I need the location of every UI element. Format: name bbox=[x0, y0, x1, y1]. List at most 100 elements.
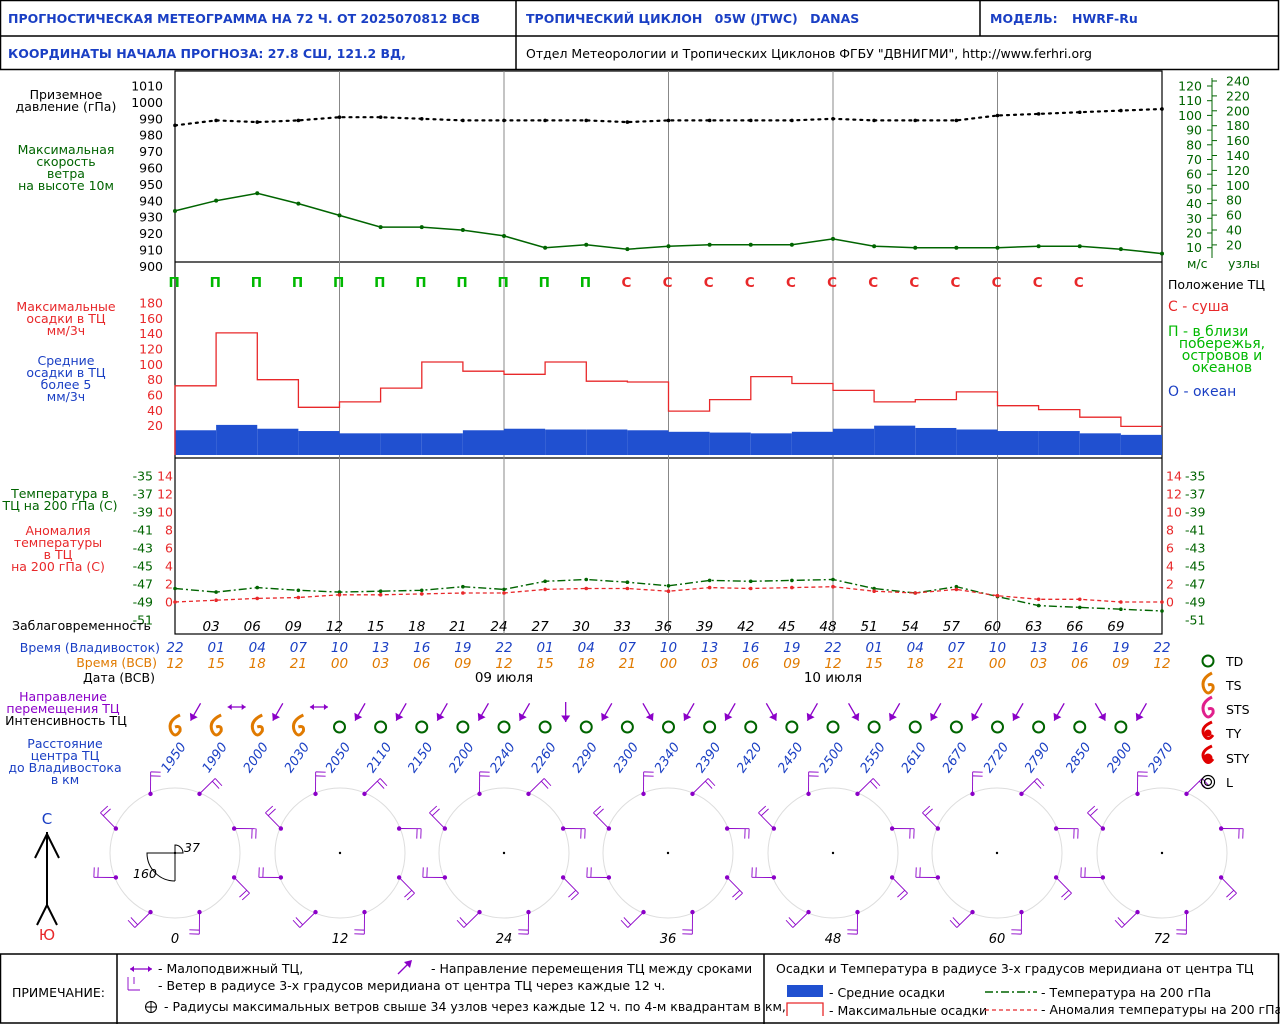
intensity-td-symbol bbox=[579, 720, 593, 734]
wind-barb-feather bbox=[1114, 919, 1123, 928]
time-vladivostok: 19 bbox=[454, 640, 471, 656]
lead-time-label: 12 bbox=[326, 619, 343, 635]
movement-arrow bbox=[1094, 703, 1106, 721]
anom200-point bbox=[913, 591, 918, 595]
time-vsv: 21 bbox=[619, 656, 636, 672]
temp-tick: -49 bbox=[133, 595, 153, 610]
avg-precip-bar bbox=[750, 433, 792, 455]
pressure-point bbox=[255, 120, 260, 124]
wind-barb-station bbox=[113, 875, 119, 880]
movement-arrow-head bbox=[477, 712, 486, 721]
distance-km: 2970 bbox=[1145, 740, 1176, 776]
temp-tick-right: -41 bbox=[1185, 523, 1205, 538]
position-code: С bbox=[992, 275, 1002, 291]
temp200-point bbox=[296, 588, 301, 593]
movement-arrow-head bbox=[436, 712, 445, 721]
wind-barb-shaft bbox=[758, 812, 775, 829]
radius-hour-label: 36 bbox=[660, 932, 677, 947]
wind-barb-shaft bbox=[562, 877, 579, 894]
legend-avg-precip-swatch bbox=[787, 985, 823, 997]
pressure-point bbox=[995, 113, 1000, 118]
radius-quadrant-sw bbox=[146, 852, 176, 882]
distance-km: 2790 bbox=[1022, 740, 1053, 776]
wind-barb-feather bbox=[406, 892, 415, 901]
wind-barb-feather bbox=[459, 917, 468, 926]
wind-point bbox=[789, 242, 794, 247]
wind-barb-shaft bbox=[233, 877, 250, 894]
wind-label: Максимальная bbox=[18, 142, 115, 157]
temp200-point bbox=[831, 577, 835, 582]
time-vladivostok: 13 bbox=[701, 640, 718, 656]
temp-tick-right: -47 bbox=[1185, 577, 1205, 592]
wind-barb-feather bbox=[707, 778, 716, 787]
wind-barb-shaft bbox=[100, 812, 117, 829]
avg-precip-bar bbox=[627, 430, 669, 455]
anom-label: в ТЦ bbox=[44, 547, 73, 562]
wind-barb-feather bbox=[376, 780, 385, 789]
avg-precip-bar bbox=[1038, 431, 1080, 455]
wind-kt-tick: 100 bbox=[1226, 178, 1250, 193]
distance-km: 2030 bbox=[282, 740, 313, 776]
intensity-td-symbol bbox=[662, 720, 675, 734]
wind-barb-shaft bbox=[922, 812, 939, 829]
position-code: С bbox=[622, 275, 632, 291]
pressure-point bbox=[954, 118, 959, 123]
anom-tick-right: 0 bbox=[1166, 595, 1174, 610]
radius-hour-label: 60 bbox=[989, 932, 1006, 947]
cyclone-label: ТРОПИЧЕСКИЙ ЦИКЛОН bbox=[526, 11, 702, 26]
pressure-point bbox=[913, 118, 918, 123]
wind-barb-feather bbox=[593, 805, 602, 814]
intensity-ts-symbol bbox=[291, 713, 306, 737]
time-vsv: 03 bbox=[1030, 656, 1047, 672]
wind-point bbox=[543, 245, 548, 250]
wind-ms-tick: 60 bbox=[1186, 167, 1202, 182]
intensity-label: Интенсивность ТЦ bbox=[5, 713, 127, 728]
pressure-point bbox=[748, 118, 753, 123]
radius-center bbox=[666, 851, 670, 855]
wind-radius-plot: 36 bbox=[586, 771, 750, 947]
distance-km: 2300 bbox=[611, 740, 642, 776]
distance-km: 2720 bbox=[981, 740, 1012, 776]
wind-point bbox=[913, 245, 918, 250]
wind-ms-tick: 100 bbox=[1178, 108, 1202, 123]
wind-barb-feather bbox=[540, 780, 549, 789]
wind-point bbox=[1036, 244, 1041, 249]
movement-arrow bbox=[601, 703, 613, 721]
wind-barb-shaft bbox=[429, 812, 446, 829]
position-code: П bbox=[415, 275, 426, 291]
anom-tick: 0 bbox=[165, 595, 173, 610]
pressure-tick: 1000 bbox=[131, 95, 163, 110]
pressure-tick: 970 bbox=[139, 144, 163, 159]
wind-barb-feather bbox=[214, 778, 223, 787]
movement-arrow bbox=[1012, 703, 1024, 721]
radius-center bbox=[995, 851, 999, 855]
anom-tick-right: 10 bbox=[1166, 505, 1182, 520]
vertical-gridlines bbox=[339, 71, 998, 634]
precip-avg-label: мм/3ч bbox=[47, 389, 85, 404]
intensity-td-symbol bbox=[620, 720, 634, 734]
avg-precip-bar bbox=[791, 431, 833, 455]
wind-kt-tick: 200 bbox=[1226, 103, 1250, 118]
lead-time-label: 60 bbox=[984, 619, 1001, 635]
wind-barb-feather bbox=[379, 778, 388, 787]
legend: ПРИМЕЧАНИЕ: - Малоподвижный ТЦ, - Направле… bbox=[0, 953, 1280, 1024]
position-code: П bbox=[580, 275, 591, 291]
movement-arrow bbox=[847, 703, 860, 721]
position-coast: островов и bbox=[1182, 348, 1263, 364]
wind-barb-feather bbox=[1226, 889, 1235, 898]
pressure-tick: 980 bbox=[139, 128, 163, 143]
avg-precip-bar bbox=[339, 433, 381, 455]
pressure-point bbox=[461, 118, 465, 123]
pressure-point bbox=[1077, 110, 1082, 115]
movement-arrow-head bbox=[395, 712, 404, 721]
distance-km: 2340 bbox=[652, 740, 683, 776]
distance-km: 2500 bbox=[816, 740, 847, 776]
temp-tick: -35 bbox=[133, 469, 153, 484]
wind-kt-tick: 180 bbox=[1226, 118, 1250, 133]
wind-point bbox=[173, 208, 177, 213]
model-header: МОДЕЛЬ: HWRF-Ru bbox=[990, 11, 1138, 26]
wind-point bbox=[1160, 251, 1164, 256]
intensity-td-symbol bbox=[1073, 720, 1087, 734]
movement-arrow bbox=[889, 703, 901, 721]
